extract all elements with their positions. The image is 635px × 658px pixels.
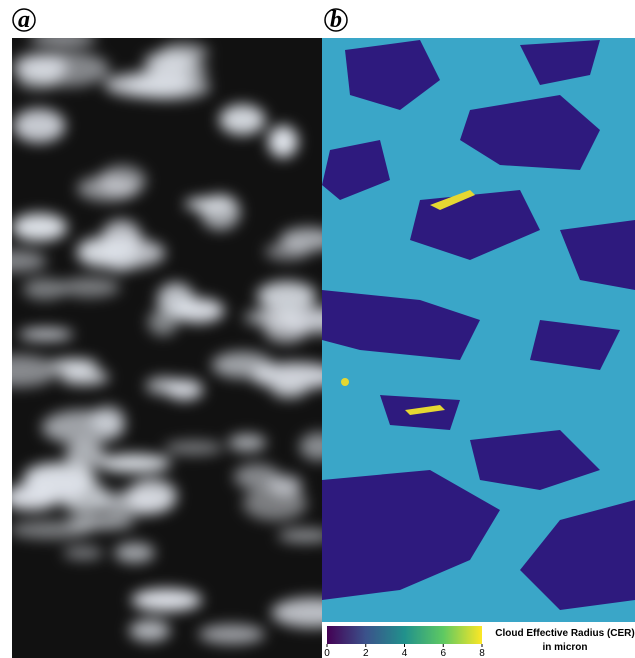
satellite-image <box>0 32 360 658</box>
cloud <box>91 406 125 433</box>
cloud <box>272 382 307 398</box>
colorbar <box>327 626 482 644</box>
cloud <box>129 620 170 642</box>
cloud <box>50 359 99 372</box>
cloud <box>268 126 298 158</box>
cloud <box>11 213 67 241</box>
cloud <box>59 369 109 385</box>
colorbar-title: Cloud Effective Radius (CER) <box>495 628 634 639</box>
cloud <box>228 434 266 451</box>
panel-label: a <box>18 7 30 33</box>
cloud <box>13 109 66 143</box>
colorbar-unit: in micron <box>542 642 587 653</box>
panel-label: b <box>330 7 342 33</box>
cloud <box>148 309 178 336</box>
cloud <box>198 624 265 644</box>
cloud <box>164 441 223 455</box>
cloud <box>212 352 274 379</box>
cloud <box>21 469 86 504</box>
cloud <box>234 464 281 490</box>
colorbar-tick-label: 8 <box>479 648 485 658</box>
cloud <box>243 487 307 521</box>
cloud <box>18 328 73 340</box>
cer-map <box>322 38 635 622</box>
cloud <box>17 71 58 90</box>
colorbar-tick-label: 6 <box>440 648 446 658</box>
cloud <box>77 176 138 202</box>
cloud <box>29 32 96 46</box>
cloud <box>23 278 66 299</box>
cloud <box>97 454 171 472</box>
figure: Cloud Effective Radius (CER) in micron a… <box>0 0 635 658</box>
colorbar-tick-label: 2 <box>363 648 369 658</box>
cloud <box>257 281 317 310</box>
cloud <box>219 105 265 135</box>
cloud <box>151 63 209 79</box>
page: Cloud Effective Radius (CER) in micron a… <box>0 0 635 658</box>
cloud <box>166 379 203 400</box>
cloud <box>131 588 202 611</box>
cloud <box>59 277 120 297</box>
cloud <box>63 546 103 559</box>
cloud <box>9 521 93 539</box>
colorbar-tick-label: 4 <box>402 648 408 658</box>
cloud <box>114 543 155 563</box>
cloud <box>265 243 310 261</box>
colorbar-tick-label: 0 <box>324 648 330 658</box>
cloud <box>77 237 166 269</box>
cloud <box>184 197 236 211</box>
